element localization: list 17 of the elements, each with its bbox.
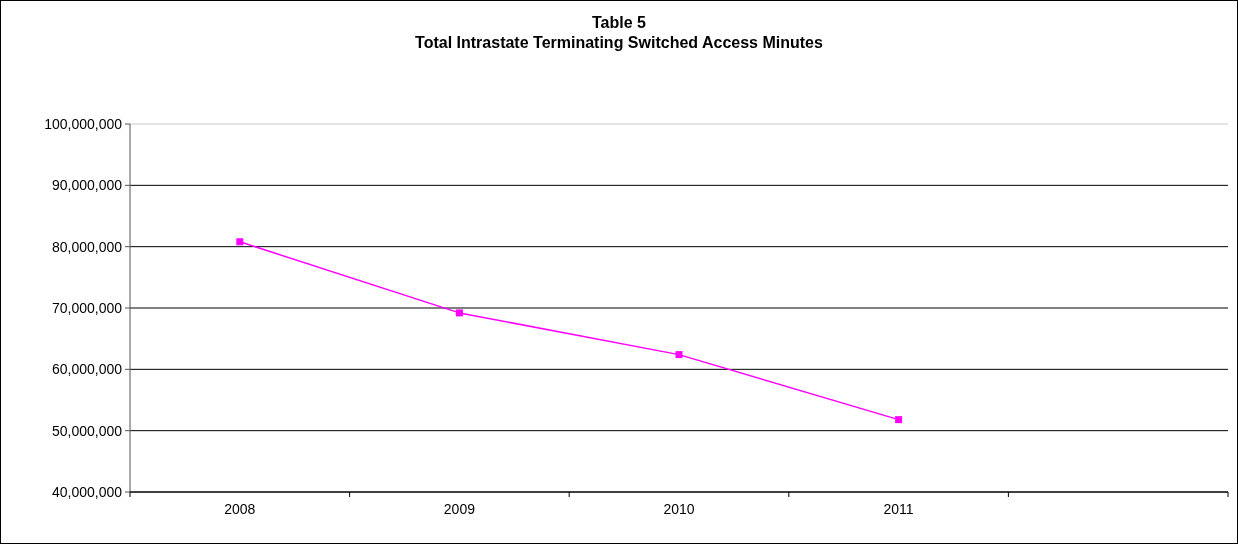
y-tick-label: 90,000,000 [51, 177, 123, 194]
x-tick-label: 2008 [224, 501, 256, 517]
point [675, 351, 683, 359]
chart-title: Table 5 [592, 14, 647, 31]
y-tick-label: 70,000,000 [51, 299, 123, 316]
point [895, 416, 903, 424]
y-tick-label: 60,000,000 [51, 361, 123, 378]
point [455, 309, 463, 317]
y-tick-label: 50,000,000 [51, 422, 123, 439]
y-tick-label: 40,000,000 [51, 483, 123, 500]
point [236, 238, 244, 246]
x-tick-label: 2010 [663, 501, 695, 517]
y-tick-label: 100,000,000 [44, 115, 123, 132]
y-tick-label: 80,000,000 [51, 238, 123, 255]
x-tick-label: 2011 [883, 501, 914, 517]
chart-subtitle: Total Intrastate Terminating Switched Access Minutes [415, 34, 823, 51]
x-tick-label: 2009 [443, 501, 476, 517]
